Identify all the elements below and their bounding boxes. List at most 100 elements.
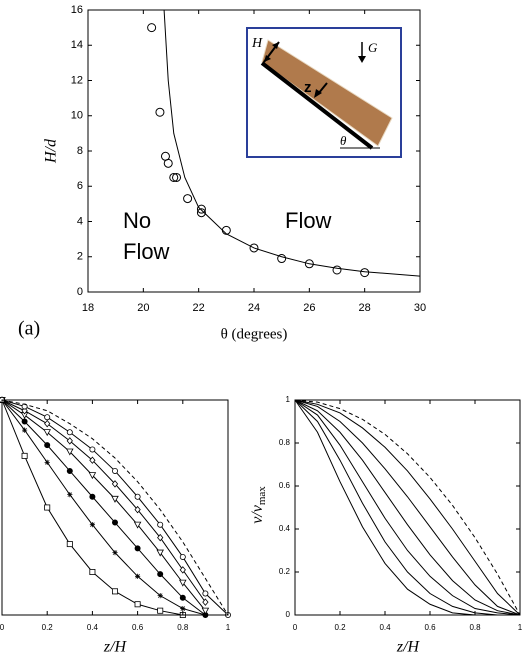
marker: [89, 522, 95, 528]
marker: [67, 492, 73, 498]
x-tick-label: 0.4: [87, 623, 99, 632]
marker: [111, 495, 119, 503]
data-point: [169, 172, 179, 182]
y-tick-label: 10: [71, 110, 83, 122]
x-tick-label: 28: [359, 302, 371, 314]
marker: [44, 442, 51, 449]
inset-label: G: [368, 40, 378, 55]
marker: [202, 590, 209, 597]
series-line: [294, 399, 521, 616]
series-line: [1, 399, 206, 612]
marker: [44, 419, 51, 428]
x-tick-label: 0: [0, 623, 5, 632]
x-axis-label: θ (degrees): [221, 326, 288, 342]
marker: [157, 571, 164, 578]
series-line: [1, 399, 206, 603]
marker: [66, 467, 73, 474]
marker: [88, 472, 97, 480]
data-point: [163, 158, 173, 168]
y-tick-label: 0: [77, 286, 83, 298]
inset-label: θ: [340, 133, 347, 148]
data-point: [332, 265, 342, 275]
marker: [157, 607, 164, 614]
series-line: [1, 399, 206, 616]
data-point: [221, 225, 231, 235]
series-line: [1, 399, 229, 616]
arrow-head: [264, 55, 271, 62]
marker: [111, 480, 119, 488]
data-point: [147, 23, 157, 33]
base: [260, 61, 374, 150]
annotation: Flow: [123, 239, 170, 264]
plot: [294, 399, 521, 616]
inset-label: H: [251, 36, 263, 51]
x-tick-label: 0.6: [424, 623, 436, 632]
data-point: [360, 268, 370, 278]
x-tick-label: 0.2: [334, 623, 346, 632]
y-axis-label-sub: max: [256, 486, 268, 505]
data-point: [277, 254, 287, 264]
x-tick-label: 22: [193, 302, 205, 314]
marker: [134, 601, 141, 608]
x-tick-label: 24: [248, 302, 260, 314]
x-tick-label: 1: [226, 623, 231, 632]
marker: [112, 467, 119, 474]
x-tick-label: 18: [82, 302, 94, 314]
x-tick-label: 0.2: [42, 623, 54, 632]
marker: [179, 566, 186, 574]
x-tick-label: 0.8: [469, 623, 481, 632]
y-tick-label: 14: [71, 39, 83, 51]
marker: [44, 414, 51, 421]
marker: [135, 573, 141, 579]
fit-curve: [163, 10, 420, 277]
x-tick-label: 0: [293, 623, 298, 632]
data-point: [172, 172, 182, 182]
y-tick-label: 0.6: [279, 481, 291, 490]
annotation: No: [123, 208, 151, 233]
y-tick-label: 12: [71, 74, 83, 86]
marker: [112, 588, 119, 595]
y-tick-label: 16: [71, 4, 83, 16]
series-line: [1, 399, 206, 616]
marker: [66, 541, 73, 548]
y-axis-label: H/d: [43, 138, 60, 164]
marker: [133, 521, 142, 529]
x-tick-label: 26: [303, 302, 315, 314]
y-tick-label: 0: [286, 610, 291, 619]
plot: [147, 10, 420, 278]
marker: [134, 505, 141, 514]
series-line: [1, 399, 183, 616]
data-point: [304, 259, 314, 269]
x-tick-label: 20: [137, 302, 149, 314]
plot-frame: [294, 399, 521, 616]
plot-frame: [1, 399, 229, 616]
marker: [134, 545, 141, 552]
plot: [0, 396, 231, 619]
marker: [156, 549, 164, 557]
data-point: [249, 243, 259, 253]
annotation: Flow: [285, 208, 332, 233]
marker: [202, 598, 209, 606]
arrow-head: [358, 56, 366, 63]
y-tick-label: 8: [77, 145, 83, 157]
arrow-head: [272, 42, 279, 49]
y-tick-label: 1: [286, 395, 291, 404]
marker: [201, 607, 210, 615]
marker: [89, 493, 96, 500]
slab: [261, 39, 393, 147]
data-point: [196, 208, 206, 218]
y-tick-label: 0.4: [279, 524, 291, 533]
x-axis-label: z/H: [396, 639, 421, 656]
y-tick-label: 0.8: [279, 438, 291, 447]
series-line: [294, 399, 521, 616]
series-line: [294, 399, 521, 616]
marker: [157, 521, 164, 528]
marker: [112, 519, 119, 526]
inset: H G z θ: [246, 27, 402, 158]
marker: [157, 533, 164, 542]
series-line: [294, 399, 521, 616]
inset-label: z: [304, 79, 312, 96]
marker: [157, 593, 163, 599]
